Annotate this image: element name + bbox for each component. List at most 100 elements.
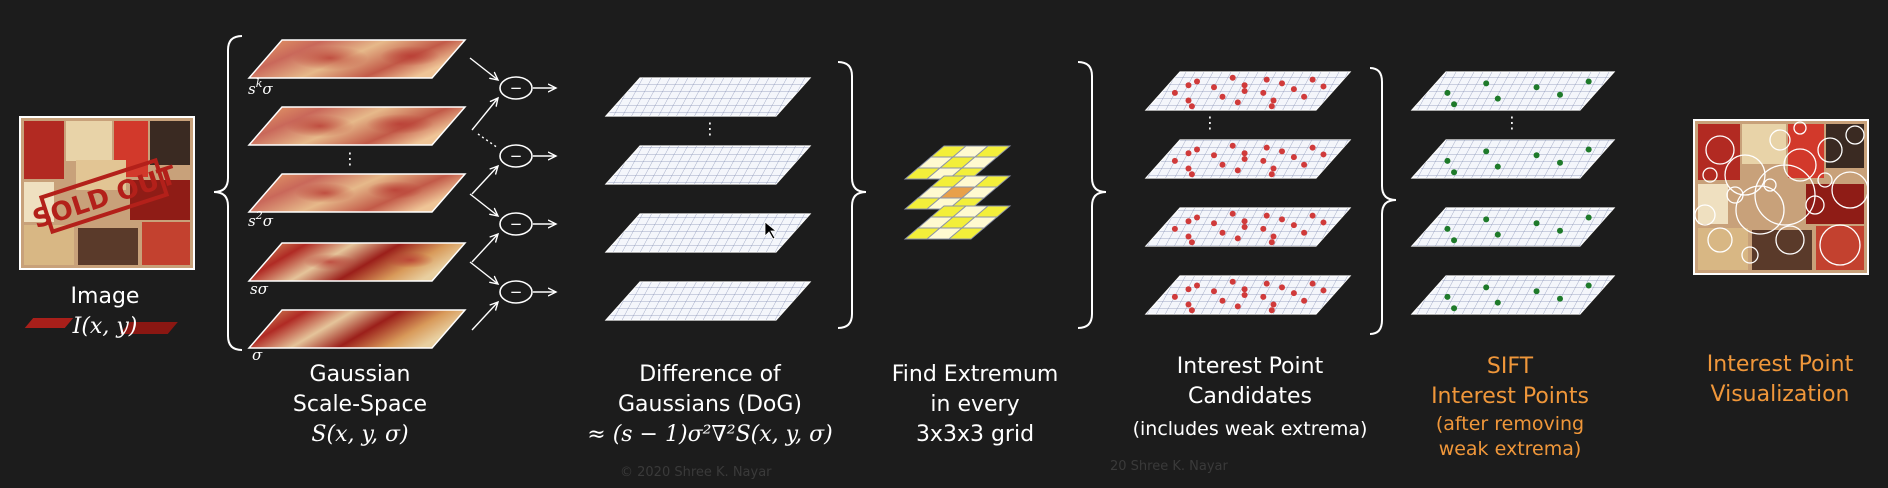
interest-point-dot bbox=[1557, 91, 1563, 98]
interest-point-dot bbox=[1270, 165, 1277, 172]
dog-title-1: Difference of bbox=[639, 362, 781, 387]
dog-ellipsis: ⋮ bbox=[702, 119, 718, 138]
interest-point-dot bbox=[1185, 286, 1192, 293]
interest-point-dot bbox=[1188, 239, 1195, 246]
interest-point-dot bbox=[1234, 303, 1241, 310]
interest-point-dot bbox=[1229, 210, 1236, 217]
mouse-cursor-icon bbox=[764, 221, 778, 240]
interest-point-dot bbox=[1268, 239, 1275, 246]
interest-point-dot bbox=[1290, 222, 1297, 229]
interest-point-dot bbox=[1557, 159, 1563, 166]
interest-point-dot bbox=[1320, 287, 1327, 294]
scale-label-sk: skσ bbox=[248, 77, 273, 98]
dog-layers bbox=[604, 77, 812, 321]
minus-sign-1: − bbox=[510, 79, 523, 97]
interest-point-dot bbox=[1279, 80, 1285, 87]
input-image: SOLD OUT bbox=[19, 116, 195, 270]
image-formula: I(x, y) bbox=[72, 314, 138, 339]
layer-mesh bbox=[1412, 276, 1614, 314]
visualization-title-1: Interest Point bbox=[1706, 352, 1854, 377]
interest-point-dot bbox=[1444, 225, 1451, 232]
visualization-title-2: Visualization bbox=[1710, 382, 1850, 407]
interest-point-dot bbox=[1557, 295, 1563, 302]
layer-mesh bbox=[1412, 72, 1614, 110]
interest-point-dot bbox=[1171, 89, 1178, 96]
keypoint-circle bbox=[1754, 164, 1816, 226]
interest-point-dot bbox=[1533, 288, 1540, 295]
interest-point-dot bbox=[1241, 156, 1248, 162]
candidates-label: Interest Point Candidates (includes weak… bbox=[1125, 352, 1375, 444]
interest-point-dot bbox=[1188, 171, 1195, 178]
interest-point-dot bbox=[1494, 95, 1501, 102]
scale-label-sigma: σ bbox=[252, 346, 263, 364]
interest-point-dot bbox=[1263, 144, 1270, 151]
interest-point-dot bbox=[1234, 167, 1241, 174]
interest-point-dot bbox=[1494, 299, 1501, 306]
interest-point-dot bbox=[1185, 233, 1192, 240]
interest-point-dot bbox=[1171, 157, 1178, 164]
interest-point-dot bbox=[1263, 212, 1270, 219]
interest-point-dot bbox=[1219, 161, 1226, 168]
interest-point-dot bbox=[1444, 293, 1451, 300]
interest-point-dot bbox=[1444, 89, 1451, 96]
minus-sign-2: − bbox=[510, 147, 523, 165]
interest-point-dot bbox=[1279, 284, 1285, 291]
interest-point-dot bbox=[1301, 161, 1308, 168]
interest-point-dot bbox=[1241, 286, 1248, 293]
keypoint-circle bbox=[1741, 246, 1759, 264]
sift-note-1: (after removing bbox=[1435, 413, 1585, 435]
gaussian-title-1: Gaussian bbox=[309, 362, 411, 387]
keypoint-circle bbox=[1769, 129, 1791, 151]
interest-point-dot bbox=[1268, 307, 1275, 314]
grid-cell bbox=[947, 227, 986, 240]
interest-point-dot bbox=[1260, 157, 1267, 164]
interest-point-dot bbox=[1268, 171, 1275, 178]
interest-point-dot bbox=[1483, 216, 1490, 223]
keypoint-circle bbox=[1763, 178, 1777, 192]
interest-point-dot bbox=[1270, 301, 1277, 308]
interest-point-dot bbox=[1194, 282, 1200, 289]
visualization-label: Interest Point Visualization bbox=[1680, 350, 1880, 410]
watermark-2: 20 Shree K. Nayar bbox=[1110, 459, 1228, 474]
sift-title-1: SIFT bbox=[1486, 354, 1534, 379]
keypoint-circle bbox=[1735, 185, 1785, 235]
dog-title-2: Gaussians (DoG) bbox=[617, 392, 802, 417]
candidates-ellipsis: ⋮ bbox=[1202, 113, 1218, 132]
interest-point-dot bbox=[1533, 220, 1540, 227]
layer-arrows bbox=[469, 57, 556, 331]
interest-point-dot bbox=[1211, 84, 1217, 91]
interest-point-dot bbox=[1451, 169, 1458, 176]
interest-point-dot bbox=[1185, 150, 1192, 157]
interest-point-dot bbox=[1263, 76, 1270, 83]
keypoint-circle bbox=[1726, 186, 1744, 204]
dog-brace bbox=[837, 61, 867, 329]
sift-title-2: Interest Points bbox=[1431, 384, 1589, 409]
interest-point-dot bbox=[1211, 288, 1217, 295]
keypoint-circle bbox=[1831, 171, 1869, 209]
interest-point-dot bbox=[1194, 78, 1200, 85]
interest-point-dot bbox=[1188, 307, 1195, 314]
interest-point-dot bbox=[1241, 88, 1248, 94]
interest-point-dot bbox=[1260, 225, 1267, 232]
interest-point-dot bbox=[1229, 278, 1236, 285]
keypoint-circle bbox=[1793, 121, 1807, 135]
interest-point-dot bbox=[1263, 280, 1270, 287]
keypoint-circle bbox=[1724, 154, 1766, 196]
interest-point-dot bbox=[1185, 165, 1192, 172]
interest-point-dot bbox=[1279, 216, 1285, 223]
scale-label-s: sσ bbox=[250, 280, 269, 298]
candidate-layers bbox=[1144, 71, 1352, 315]
interest-point-dot bbox=[1241, 82, 1248, 89]
interest-point-dot bbox=[1290, 154, 1297, 161]
interest-point-dot bbox=[1188, 103, 1195, 110]
gaussian-layer-1 bbox=[247, 242, 467, 282]
interest-point-dot bbox=[1219, 297, 1226, 304]
interest-point-dot bbox=[1270, 97, 1277, 104]
gaussian-layer-2 bbox=[247, 173, 467, 213]
interest-point-dot bbox=[1185, 97, 1192, 104]
interest-point-dot bbox=[1557, 227, 1563, 234]
subtraction-nodes bbox=[499, 76, 533, 304]
interest-point-dot bbox=[1533, 84, 1540, 91]
extremum-grid-cube bbox=[903, 145, 1012, 240]
interest-point-dot bbox=[1309, 212, 1316, 219]
